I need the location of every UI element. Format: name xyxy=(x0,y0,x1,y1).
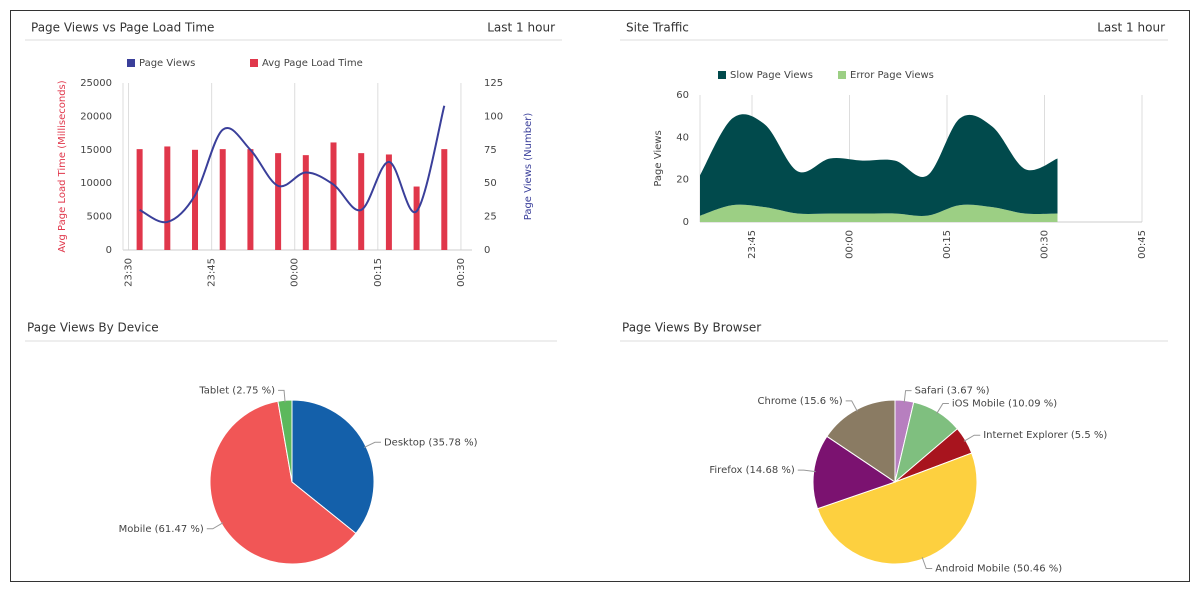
x-tick-label: 00:15 xyxy=(373,258,384,287)
x-tick-label: 00:30 xyxy=(456,258,467,287)
legend-label: Error Page Views xyxy=(850,70,934,81)
leader-line xyxy=(903,390,912,403)
x-tick-label: 00:15 xyxy=(942,230,953,259)
slice-label: Chrome (15.6 %) xyxy=(758,396,843,407)
leader-line xyxy=(845,400,858,412)
bar xyxy=(164,146,171,250)
leader-line xyxy=(206,522,224,530)
slice-label: Desktop (35.78 %) xyxy=(384,437,478,448)
area xyxy=(700,114,1058,217)
bar xyxy=(219,149,226,250)
x-tick-label: 00:00 xyxy=(845,230,856,259)
legend-swatch xyxy=(127,59,135,67)
panel-title: Page Views vs Page Load Time xyxy=(31,21,214,35)
time-range: Last 1 hour xyxy=(487,21,555,35)
slice-label: iOS Mobile (10.09 %) xyxy=(952,398,1057,409)
slice-label: Safari (3.67 %) xyxy=(915,386,990,397)
bar xyxy=(192,149,199,250)
bar xyxy=(413,186,420,250)
x-tick-label: 23:45 xyxy=(207,258,218,287)
bar xyxy=(385,154,392,250)
panel-title: Page Views By Browser xyxy=(622,321,761,335)
x-tick-label: 00:00 xyxy=(290,258,301,287)
y-tick-label: 40 xyxy=(676,132,689,143)
panel-title: Page Views By Device xyxy=(27,321,159,335)
bar xyxy=(358,153,365,250)
line xyxy=(139,105,446,224)
y-tick-label: 60 xyxy=(676,90,689,101)
slice-label: Firefox (14.68 %) xyxy=(709,465,794,476)
x-tick-label: 23:30 xyxy=(124,258,135,287)
y-tick-label: 0 xyxy=(683,217,689,228)
y-axis-label: Page Views xyxy=(653,130,664,186)
y-tick-label: 25000 xyxy=(80,78,112,89)
bar xyxy=(302,155,309,250)
slice-label: Tablet (2.75 %) xyxy=(198,385,275,396)
time-range: Last 1 hour xyxy=(1097,21,1165,35)
x-tick-label: 23:45 xyxy=(747,230,758,259)
y2-tick-label: 50 xyxy=(484,178,497,189)
legend-swatch xyxy=(838,71,846,79)
leader-line xyxy=(921,557,933,570)
y-tick-label: 0 xyxy=(106,245,112,256)
leader-line xyxy=(363,441,381,448)
bar xyxy=(275,153,282,250)
bar xyxy=(330,142,337,250)
y-tick-label: 10000 xyxy=(80,178,112,189)
leader-line xyxy=(936,402,949,414)
panel-title: Site Traffic xyxy=(626,21,689,35)
slice-label: Mobile (61.47 %) xyxy=(119,524,204,535)
leader-line xyxy=(278,389,286,403)
frame xyxy=(10,10,1190,582)
x-tick-label: 00:30 xyxy=(1040,230,1051,259)
y2-tick-label: 125 xyxy=(484,78,503,89)
x-tick-label: 00:45 xyxy=(1137,230,1148,259)
leader-line xyxy=(797,469,816,473)
leader-line xyxy=(963,434,981,442)
y2-tick-label: 0 xyxy=(484,245,490,256)
y2-tick-label: 75 xyxy=(484,145,497,156)
slice-label: Internet Explorer (5.5 %) xyxy=(983,430,1107,441)
bar xyxy=(247,149,254,250)
legend-label: Avg Page Load Time xyxy=(262,58,363,69)
y-tick-label: 20 xyxy=(676,175,689,186)
y2-axis-label: Page Views (Number) xyxy=(523,113,534,221)
y2-tick-label: 100 xyxy=(484,111,503,122)
bar xyxy=(136,149,143,250)
y-tick-label: 15000 xyxy=(80,145,112,156)
y2-tick-label: 25 xyxy=(484,212,497,223)
y-tick-label: 20000 xyxy=(80,111,112,122)
legend-swatch xyxy=(250,59,258,67)
y-tick-label: 5000 xyxy=(87,212,112,223)
area xyxy=(700,204,1058,222)
bar xyxy=(441,149,448,250)
slice-label: Android Mobile (50.46 %) xyxy=(935,564,1062,575)
legend-swatch xyxy=(718,71,726,79)
legend-label: Page Views xyxy=(139,58,195,69)
y-axis-label: Avg Page Load Time (Milliseconds) xyxy=(57,80,68,252)
legend-label: Slow Page Views xyxy=(730,70,813,81)
